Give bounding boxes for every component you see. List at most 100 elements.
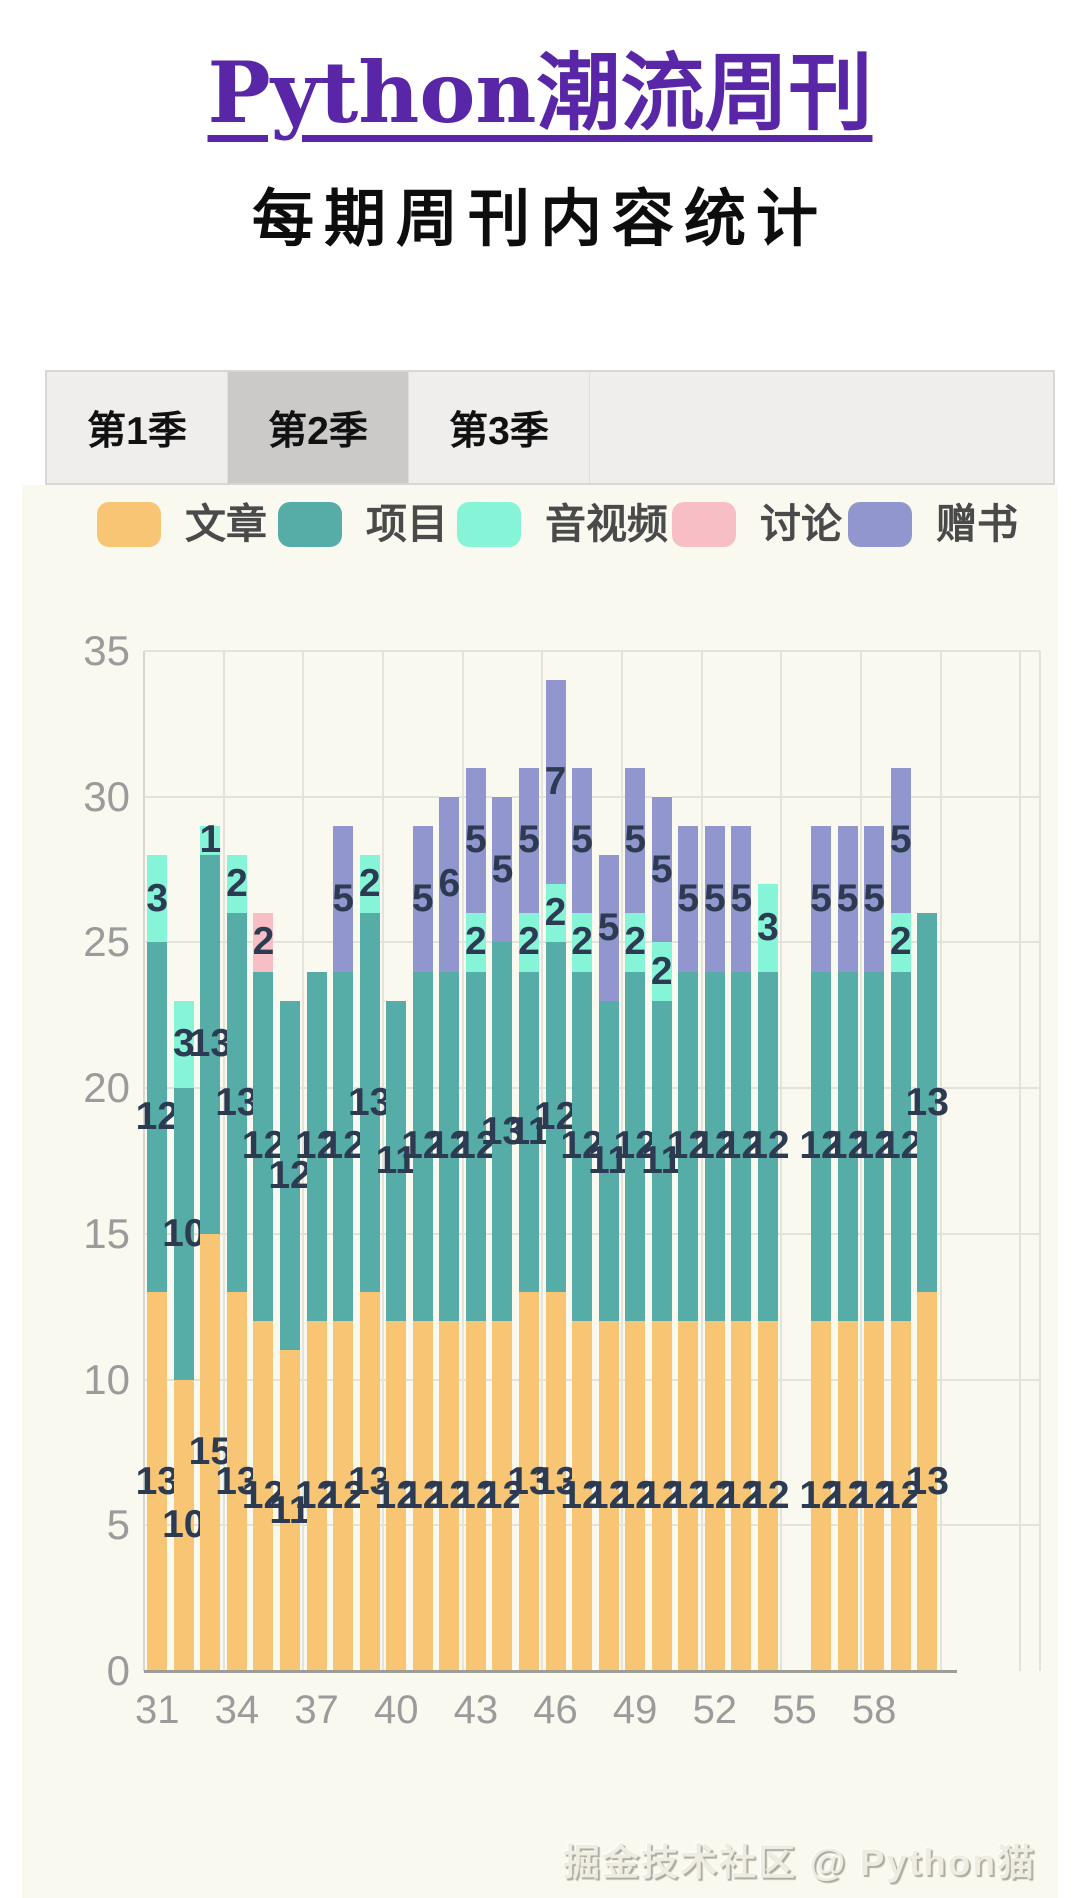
legend-swatch-audio-video[interactable] (457, 502, 521, 547)
bar-54-audio-video[interactable] (757, 884, 778, 972)
bar-59-projects[interactable] (890, 971, 911, 1322)
bar-46-books[interactable] (545, 680, 566, 885)
bar-48-projects[interactable] (598, 1000, 619, 1322)
bar-38-books[interactable] (333, 825, 354, 972)
bar-37-articles[interactable] (306, 1321, 327, 1671)
bar-47-audio-video[interactable] (572, 913, 593, 972)
bar-45-audio-video[interactable] (518, 913, 539, 972)
bar-43-projects[interactable] (465, 971, 486, 1322)
bar-35-articles[interactable] (253, 1321, 274, 1671)
legend-swatch-projects[interactable] (278, 502, 342, 547)
bar-59-articles[interactable] (890, 1321, 911, 1671)
bar-52-articles[interactable] (704, 1321, 725, 1671)
bar-53-articles[interactable] (731, 1321, 752, 1671)
legend-label-articles[interactable]: 文章 (185, 501, 267, 547)
bar-37-projects[interactable] (306, 971, 327, 1322)
bar-54-projects[interactable] (757, 971, 778, 1322)
bar-56-projects[interactable] (811, 971, 832, 1322)
bar-47-books[interactable] (572, 767, 593, 914)
legend-swatch-discussion[interactable] (672, 502, 736, 547)
bar-33-projects[interactable] (200, 855, 221, 1234)
tab-season-1[interactable]: 第1季 (47, 372, 228, 483)
bar-57-projects[interactable] (837, 971, 858, 1322)
bar-47-projects[interactable] (572, 971, 593, 1322)
bar-41-articles[interactable] (412, 1321, 433, 1671)
bar-42-articles[interactable] (439, 1321, 460, 1671)
bar-44-books[interactable] (492, 796, 513, 943)
legend-swatch-articles[interactable] (97, 502, 161, 547)
bar-58-articles[interactable] (864, 1321, 885, 1671)
bar-58-projects[interactable] (864, 971, 885, 1322)
bar-39-articles[interactable] (359, 1292, 380, 1671)
bar-41-projects[interactable] (412, 971, 433, 1322)
bar-43-books[interactable] (465, 767, 486, 914)
bar-50-projects[interactable] (651, 1000, 672, 1322)
bar-53-projects[interactable] (731, 971, 752, 1322)
bar-33-articles[interactable] (200, 1233, 221, 1671)
bar-58-books[interactable] (864, 825, 885, 972)
bar-34-articles[interactable] (226, 1292, 247, 1671)
bar-57-books[interactable] (837, 825, 858, 972)
bar-44-projects[interactable] (492, 942, 513, 1322)
bar-36-articles[interactable] (280, 1350, 301, 1671)
bar-44-articles[interactable] (492, 1321, 513, 1671)
bar-46-projects[interactable] (545, 942, 566, 1293)
legend-label-audio-video[interactable]: 音视频 (545, 501, 668, 547)
legend-swatch-books[interactable] (848, 502, 912, 547)
bar-60-articles[interactable] (917, 1292, 938, 1671)
bar-40-articles[interactable] (386, 1321, 407, 1671)
legend-label-projects[interactable]: 项目 (366, 501, 448, 547)
bar-56-books[interactable] (811, 825, 832, 972)
bar-35-projects[interactable] (253, 971, 274, 1322)
bar-53-books[interactable] (731, 825, 752, 972)
bar-42-books[interactable] (439, 796, 460, 972)
legend-label-books[interactable]: 赠书 (936, 501, 1018, 547)
bar-52-books[interactable] (704, 825, 725, 972)
bar-49-audio-video[interactable] (625, 913, 646, 972)
bar-54-articles[interactable] (757, 1321, 778, 1671)
bar-38-articles[interactable] (333, 1321, 354, 1671)
bar-60-projects[interactable] (917, 913, 938, 1293)
bar-50-audio-video[interactable] (651, 942, 672, 1001)
bar-46-audio-video[interactable] (545, 884, 566, 943)
bar-57-articles[interactable] (837, 1321, 858, 1671)
bar-45-articles[interactable] (518, 1292, 539, 1671)
bar-31-audio-video[interactable] (147, 855, 168, 943)
bar-32-projects[interactable] (173, 1088, 194, 1380)
bar-33-audio-video[interactable] (200, 825, 221, 855)
bar-35-discussion[interactable] (253, 913, 274, 972)
legend-label-discussion[interactable]: 讨论 (760, 501, 842, 547)
bar-45-projects[interactable] (518, 971, 539, 1293)
bar-31-articles[interactable] (147, 1292, 168, 1671)
bar-38-projects[interactable] (333, 971, 354, 1322)
bar-41-books[interactable] (412, 825, 433, 972)
bar-36-projects[interactable] (280, 1000, 301, 1351)
bar-51-projects[interactable] (678, 971, 699, 1322)
tab-season-2[interactable]: 第2季 (228, 372, 409, 483)
bar-50-articles[interactable] (651, 1321, 672, 1671)
bar-50-books[interactable] (651, 796, 672, 943)
bar-49-books[interactable] (625, 767, 646, 914)
bar-56-articles[interactable] (811, 1321, 832, 1671)
bar-51-books[interactable] (678, 825, 699, 972)
bar-39-audio-video[interactable] (359, 855, 380, 914)
bar-39-projects[interactable] (359, 913, 380, 1293)
bar-32-audio-video[interactable] (173, 1000, 194, 1089)
bar-59-books[interactable] (890, 767, 911, 914)
bar-43-audio-video[interactable] (465, 913, 486, 972)
bar-34-projects[interactable] (226, 913, 247, 1293)
bar-59-audio-video[interactable] (890, 913, 911, 972)
bar-31-projects[interactable] (147, 942, 168, 1293)
bar-51-articles[interactable] (678, 1321, 699, 1671)
bar-48-books[interactable] (598, 855, 619, 1001)
bar-48-articles[interactable] (598, 1321, 619, 1671)
bar-32-articles[interactable] (173, 1379, 194, 1671)
bar-40-projects[interactable] (386, 1000, 407, 1322)
tab-season-3[interactable]: 第3季 (409, 372, 590, 483)
bar-52-projects[interactable] (704, 971, 725, 1322)
bar-49-articles[interactable] (625, 1321, 646, 1671)
bar-42-projects[interactable] (439, 971, 460, 1322)
bar-46-articles[interactable] (545, 1292, 566, 1671)
bar-43-articles[interactable] (465, 1321, 486, 1671)
bar-47-articles[interactable] (572, 1321, 593, 1671)
